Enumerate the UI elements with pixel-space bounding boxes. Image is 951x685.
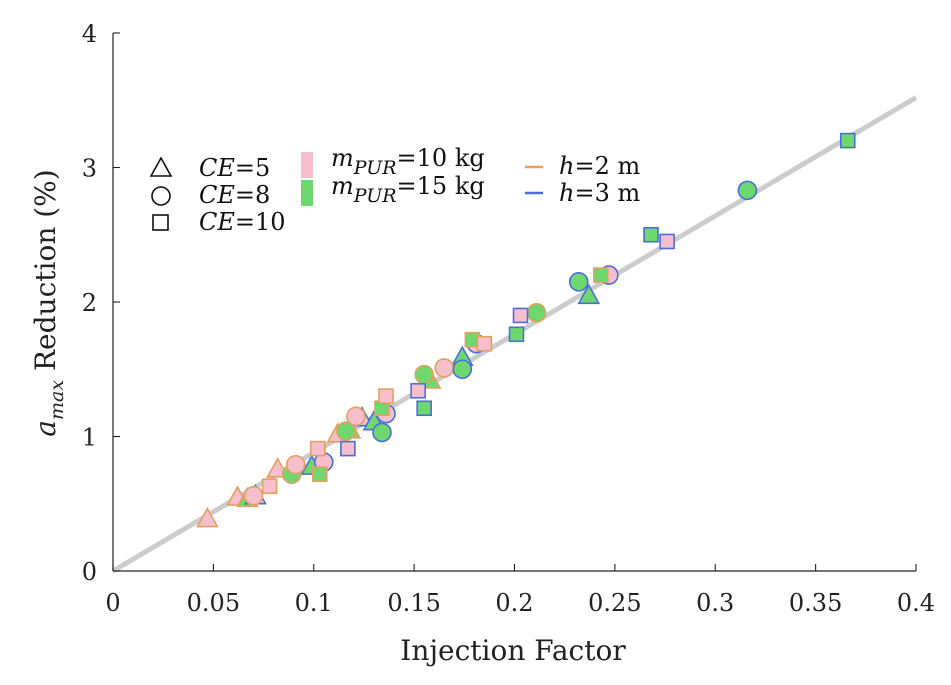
legend-ce10-rest: =10: [235, 208, 286, 236]
data-point-circle: [414, 364, 434, 385]
x-ticks: 0 0.05 0.1 0.15 0.2 0.25 0.3 0.35 0.4: [105, 564, 935, 617]
y-tick-label: 0: [82, 558, 97, 586]
x-tick-label: 0.15: [387, 589, 440, 617]
legend-ce10: CE=10: [199, 208, 286, 236]
data-point-circle: [243, 485, 264, 506]
legend-ce8: CE=8: [199, 181, 270, 209]
data-point-circle: [285, 454, 306, 475]
legend-h2-italic: h: [559, 152, 574, 180]
legend-mpur10-sub: PUR: [353, 157, 397, 179]
x-axis-title: Injection Factor: [400, 634, 626, 667]
legend-mpur15-rest: =15 kg: [397, 172, 485, 200]
x-tick-label: 0: [105, 589, 120, 617]
legend-mpur10-rest: =10 kg: [397, 144, 485, 172]
y-tick-label: 2: [82, 289, 97, 317]
data-points: [195, 132, 856, 528]
legend-ce8-italic: CE: [199, 181, 235, 209]
y-axis-title-a: a: [29, 420, 62, 437]
data-point-square: [340, 440, 356, 457]
legend-mpur10: mPUR=10 kg: [331, 144, 485, 179]
legend-ce10-italic: CE: [199, 208, 235, 236]
data-point-triangle: [577, 283, 601, 305]
legend-mpur15-sub: PUR: [353, 185, 397, 207]
y-axis-title-rest: Reduction (%): [29, 169, 62, 380]
legend-circle-icon: [151, 186, 171, 206]
data-point-circle: [737, 180, 758, 201]
data-point-circle: [526, 302, 547, 323]
legend-h3-rest: =3 m: [574, 179, 640, 207]
data-point-circle: [434, 358, 455, 378]
y-ticks: 0 1 2 3 4: [82, 20, 120, 586]
x-tick-label: 0.35: [789, 589, 842, 617]
axes: [112, 33, 916, 572]
x-tick-label: 0.3: [696, 589, 734, 617]
data-point-square: [416, 400, 432, 417]
legend-mpur15: mPUR=15 kg: [331, 172, 485, 207]
data-point-square: [311, 466, 328, 482]
legend-pink-swatch: [301, 152, 313, 178]
data-point-square: [261, 478, 278, 495]
x-tick-label: 0.25: [588, 589, 641, 617]
legend-green-swatch: [301, 180, 313, 206]
data-point-circle: [452, 359, 473, 380]
legend-h3-italic: h: [559, 179, 574, 207]
x-tick-label: 0.4: [897, 589, 935, 617]
legend-ce5-rest: =5: [235, 154, 270, 182]
x-tick-label: 0.1: [295, 589, 333, 617]
legend-ce8-rest: =8: [235, 181, 270, 209]
legend-h3: h=3 m: [559, 179, 640, 207]
data-point-square: [309, 440, 326, 457]
y-axis-title: amax Reduction (%): [29, 169, 68, 436]
legend-mpur10-italic: m: [331, 144, 354, 172]
data-point-square: [659, 233, 675, 250]
data-point-square: [593, 267, 609, 283]
legend-mpur15-italic: m: [331, 172, 354, 200]
legend-square-icon: [152, 214, 169, 231]
data-point-square: [476, 335, 493, 352]
data-point-circle: [346, 406, 366, 427]
data-point-square: [512, 307, 529, 324]
y-tick-label: 4: [82, 20, 97, 48]
legend: CE=5 CE=8 CE=10 mPUR=10 kg mPUR=15 kg h=…: [149, 144, 640, 236]
data-point-circle: [372, 422, 392, 443]
y-tick-label: 1: [82, 424, 97, 452]
x-tick-label: 0.05: [187, 589, 240, 617]
x-tick-label: 0.2: [495, 589, 533, 617]
legend-triangle-icon: [149, 156, 173, 177]
legend-ce5-italic: CE: [199, 154, 235, 182]
legend-h2: h=2 m: [559, 152, 640, 180]
data-point-square: [508, 326, 525, 343]
y-tick-label: 3: [82, 155, 97, 183]
data-point-square: [643, 226, 659, 243]
legend-ce5: CE=5: [199, 154, 270, 182]
y-axis-title-sub: max: [46, 380, 68, 420]
legend-h2-rest: =2 m: [574, 152, 640, 180]
data-point-square: [378, 388, 394, 404]
data-point-triangle: [195, 506, 219, 528]
data-point-circle: [336, 421, 356, 441]
data-point-square: [839, 132, 856, 149]
data-point-square: [410, 382, 426, 399]
data-point-circle: [568, 272, 589, 292]
